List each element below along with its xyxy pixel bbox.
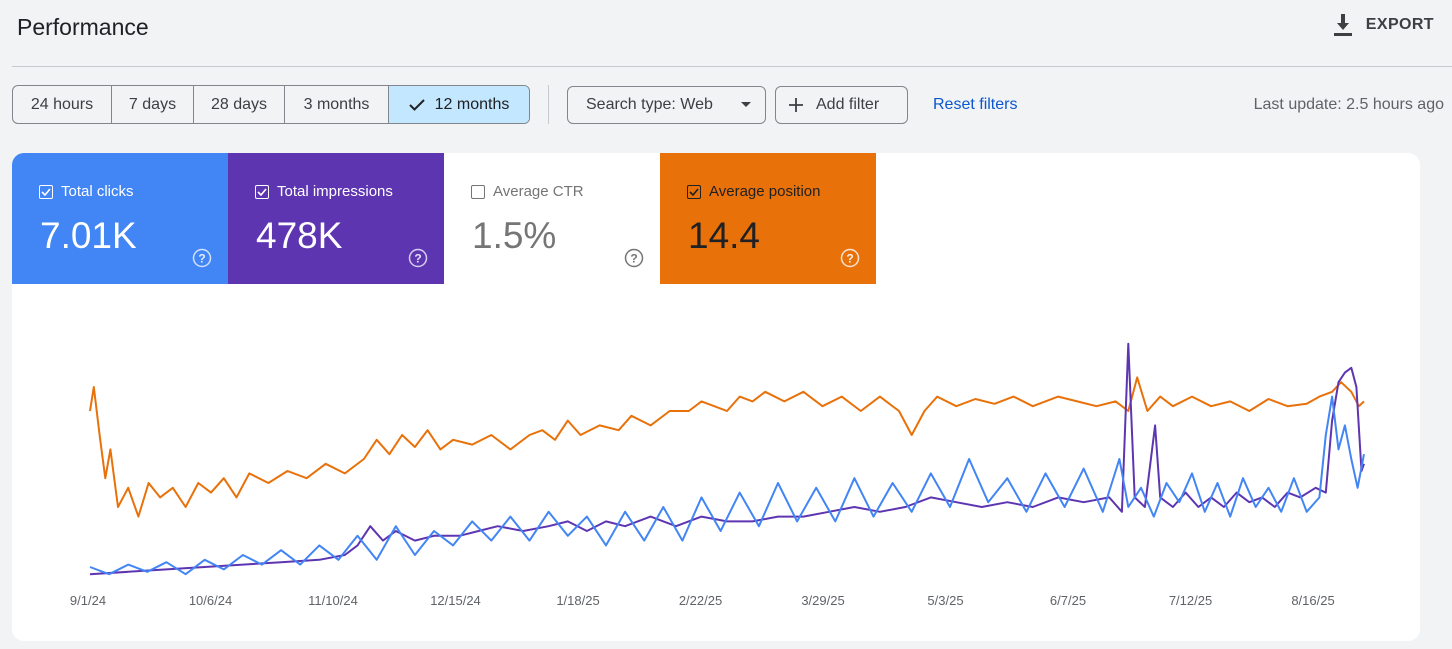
date-range-label: 3 months (303, 95, 370, 113)
x-tick-label: 2/22/25 (679, 593, 722, 608)
x-tick-label: 3/29/25 (801, 593, 844, 608)
metric-label-row: Average position (687, 183, 820, 200)
reset-filters-link[interactable]: Reset filters (933, 96, 1018, 113)
export-label: EXPORT (1365, 16, 1434, 33)
x-tick-label: 12/15/24 (430, 593, 481, 608)
series-layer (89, 342, 1365, 576)
x-tick-label: 1/18/25 (556, 593, 599, 608)
metric-average-position[interactable]: Average position 14.4 ? (660, 153, 876, 284)
x-axis-ticks: 9/1/24 10/6/24 11/10/24 12/15/24 1/18/25 2/22… (70, 593, 1335, 608)
metric-label: Total impressions (277, 183, 393, 200)
metric-total-impressions[interactable]: Total impressions 478K ? (228, 153, 444, 284)
date-range-7-days[interactable]: 7 days (112, 86, 194, 123)
date-range-3-months[interactable]: 3 months (285, 86, 389, 123)
metric-label-row: Total impressions (255, 183, 393, 200)
x-tick-label: 8/16/25 (1291, 593, 1334, 608)
download-icon (1333, 14, 1352, 36)
add-filter-button[interactable]: Add filter (775, 86, 908, 124)
checkmark-icon (408, 98, 425, 111)
date-range-label: 7 days (128, 95, 177, 113)
svg-text:?: ? (846, 252, 853, 266)
add-filter-label: Add filter (816, 96, 880, 113)
date-range-label: 28 days (210, 95, 268, 113)
date-range-24-hours[interactable]: 24 hours (13, 86, 112, 123)
date-range-label: 12 months (434, 95, 510, 113)
svg-text:?: ? (414, 252, 421, 266)
metric-label-row: Total clicks (39, 183, 134, 200)
metric-total-clicks[interactable]: Total clicks 7.01K ? (12, 153, 228, 284)
filter-divider (548, 85, 549, 124)
search-type-label: Search type: Web (586, 96, 713, 113)
svg-text:?: ? (198, 252, 205, 266)
metric-label: Average position (709, 183, 821, 200)
series-line-total-clicks[interactable] (89, 395, 1365, 576)
series-line-average-position[interactable] (89, 376, 1365, 518)
metric-label: Average CTR (493, 183, 584, 200)
metric-label: Total clicks (61, 183, 134, 200)
checkbox-checked-icon[interactable] (39, 184, 53, 199)
series-line-total-impressions[interactable] (89, 342, 1365, 576)
header: Performance EXPORT (0, 0, 1452, 66)
x-tick-label: 11/10/24 (308, 593, 358, 608)
date-range-selector: 24 hours 7 days 28 days 3 months 12 mont… (12, 85, 530, 124)
plus-icon (789, 98, 803, 112)
x-tick-label: 6/7/25 (1050, 593, 1086, 608)
x-tick-label: 9/1/24 (70, 593, 106, 608)
help-icon[interactable]: ? (192, 248, 212, 268)
metric-average-ctr[interactable]: Average CTR 1.5% ? (444, 153, 660, 284)
checkbox-unchecked-icon[interactable] (471, 184, 485, 199)
metric-label-row: Average CTR (471, 183, 584, 200)
checkbox-checked-icon[interactable] (255, 184, 269, 199)
performance-chart[interactable]: 9/1/24 10/6/24 11/10/24 12/15/24 1/18/25 2/22… (12, 284, 1420, 641)
date-range-label: 24 hours (30, 95, 94, 113)
filter-bar: 24 hours 7 days 28 days 3 months 12 mont… (12, 85, 1444, 124)
dropdown-caret-icon (741, 102, 751, 107)
help-icon[interactable]: ? (624, 248, 644, 268)
metric-value: 478K (256, 215, 343, 256)
performance-card: Total clicks 7.01K ? Total impressions 4… (12, 153, 1420, 641)
metric-value: 7.01K (40, 215, 137, 256)
x-tick-label: 5/3/25 (927, 593, 963, 608)
header-divider (12, 66, 1452, 67)
x-tick-label: 10/6/24 (189, 593, 232, 608)
export-button[interactable]: EXPORT (1333, 14, 1434, 36)
x-tick-label: 7/12/25 (1169, 593, 1212, 608)
date-range-12-months[interactable]: 12 months (389, 86, 529, 123)
last-update-text: Last update: 2.5 hours ago (1253, 96, 1444, 113)
checkbox-checked-icon[interactable] (687, 184, 701, 199)
metric-value: 1.5% (472, 215, 557, 256)
help-icon[interactable]: ? (408, 248, 428, 268)
search-type-dropdown[interactable]: Search type: Web (567, 86, 766, 124)
page-title: Performance (17, 14, 149, 40)
svg-text:?: ? (630, 252, 637, 266)
metric-value: 14.4 (688, 215, 761, 256)
date-range-28-days[interactable]: 28 days (194, 86, 285, 123)
help-icon[interactable]: ? (840, 248, 860, 268)
